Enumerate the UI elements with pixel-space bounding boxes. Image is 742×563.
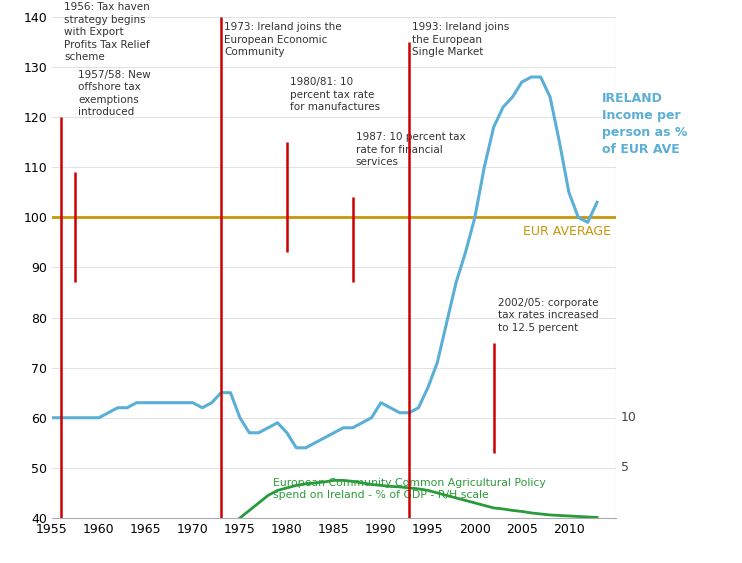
Text: 1980/81: 10
percent tax rate
for manufactures: 1980/81: 10 percent tax rate for manufac…	[289, 77, 380, 112]
Text: 10: 10	[620, 411, 637, 425]
Text: 1993: Ireland joins
the European
Single Market: 1993: Ireland joins the European Single …	[412, 22, 509, 57]
Text: 1956: Tax haven
strategy begins
with Export
Profits Tax Relief
scheme: 1956: Tax haven strategy begins with Exp…	[64, 2, 150, 62]
Text: EUR AVERAGE: EUR AVERAGE	[523, 225, 611, 238]
Text: 2002/05: corporate
tax rates increased
to 12.5 percent: 2002/05: corporate tax rates increased t…	[499, 298, 599, 333]
Text: 5: 5	[620, 461, 628, 475]
Text: IRELAND
Income per
person as %
of EUR AVE: IRELAND Income per person as % of EUR AV…	[602, 92, 687, 156]
Text: 1957/58: New
offshore tax
exemptions
introduced: 1957/58: New offshore tax exemptions int…	[78, 70, 151, 117]
Text: 1973: Ireland joins the
European Economic
Community: 1973: Ireland joins the European Economi…	[224, 22, 341, 57]
Text: European Community Common Agricultural Policy
spend on Ireland - % of GDP - R/H : European Community Common Agricultural P…	[273, 478, 545, 501]
Text: 1987: 10 percent tax
rate for financial
services: 1987: 10 percent tax rate for financial …	[355, 132, 465, 167]
